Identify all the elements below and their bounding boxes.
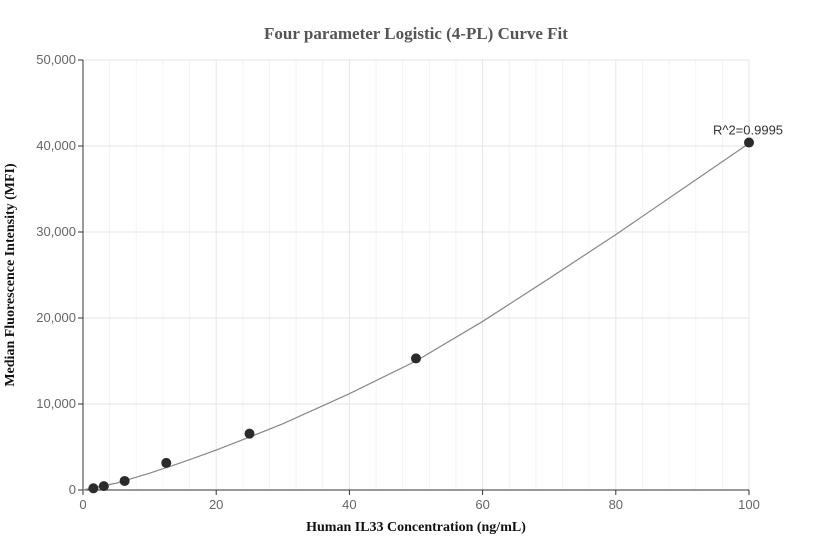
y-tick-label: 0 [69, 482, 76, 497]
y-tick-label: 40,000 [36, 138, 76, 153]
y-tick-label: 20,000 [36, 310, 76, 325]
y-tick-label: 10,000 [36, 396, 76, 411]
y-tick-label: 30,000 [36, 224, 76, 239]
chart-title: Four parameter Logistic (4-PL) Curve Fit [264, 24, 568, 43]
x-tick-label: 60 [475, 497, 489, 512]
data-point [88, 483, 99, 494]
x-tick-label: 20 [209, 497, 223, 512]
axes: 0 20 40 60 80 100 0 10,000 20,000 30,000 40,000 50,… [36, 52, 760, 512]
r-squared-label: R^2=0.9995 [713, 123, 783, 138]
x-axis-title: Human IL33 Concentration (ng/mL) [306, 520, 526, 535]
data-point [119, 475, 130, 486]
data-point [98, 481, 109, 492]
grid [82, 59, 750, 491]
x-tick-label: 0 [79, 497, 86, 512]
data-points [88, 137, 754, 494]
data-point [244, 428, 255, 439]
x-tick-label: 40 [342, 497, 356, 512]
annotations: R^2=0.9995 [713, 123, 783, 138]
y-tick-label: 50,000 [36, 52, 76, 67]
x-tick-label: 100 [738, 497, 760, 512]
fit-curve [82, 142, 750, 491]
fit-curve-layer [82, 142, 750, 491]
data-point [161, 457, 172, 468]
x-tick-label: 80 [609, 497, 623, 512]
data-point [411, 353, 421, 364]
data-point [744, 137, 754, 148]
y-axis-title: Median Fluorescence Intensity (MFI) [3, 163, 18, 387]
